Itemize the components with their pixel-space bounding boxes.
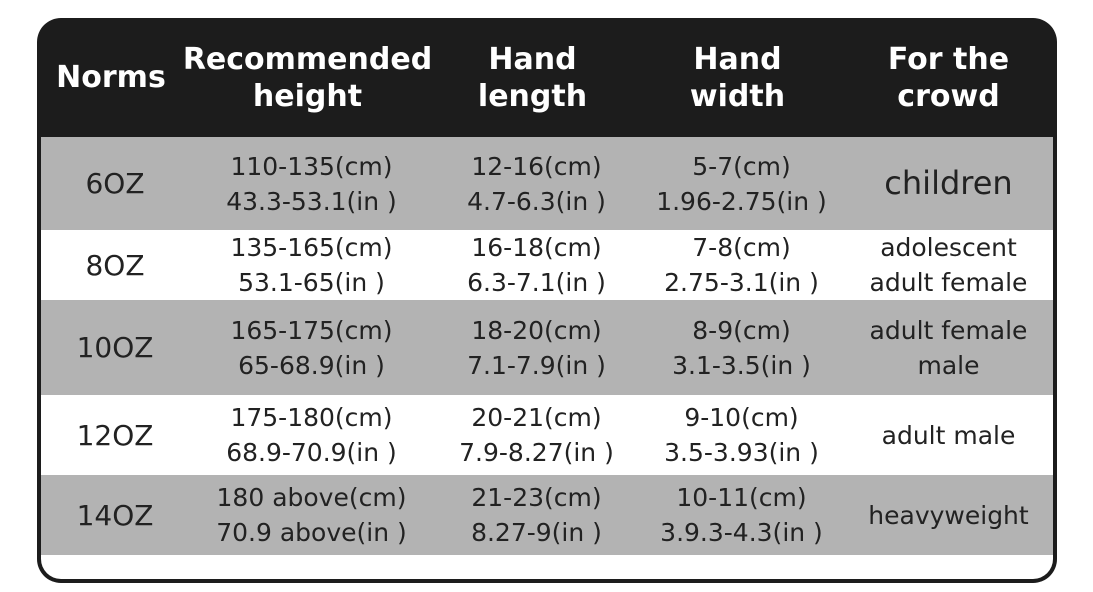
table-cell: 10-11(cm) 3.9.3-4.3(in ) xyxy=(639,475,844,555)
cell-line: height xyxy=(252,78,363,114)
cell-line: 68.9-70.9(in ) xyxy=(226,438,397,467)
table-body: 6OZ 110-135(cm) 43.3-53.1(in ) 12-16(cm) 4.7… xyxy=(41,137,1053,579)
header-cell: For the crowd xyxy=(840,18,1057,137)
table-cell: 8-9(cm) 3.1-3.5(in ) xyxy=(639,300,844,395)
cell-line: 1.96-2.75(in ) xyxy=(656,186,827,216)
table-cell: 9-10(cm) 3.5-3.93(in ) xyxy=(639,395,844,475)
cell-line: 6OZ xyxy=(85,167,145,200)
table-cell: 12-16(cm) 4.7-6.3(in ) xyxy=(434,137,639,230)
cell-line: Norms xyxy=(56,60,166,95)
table-cell: heavyweight xyxy=(844,475,1053,555)
cell-line: 3.5-3.93(in ) xyxy=(664,438,819,467)
cell-line: 8OZ xyxy=(85,248,145,282)
cell-line: adolescent xyxy=(880,233,1017,262)
table-cell: 165-175(cm) 65-68.9(in ) xyxy=(189,300,434,395)
table-header: Norms Recommended height Hand length Hand widt… xyxy=(37,18,1057,137)
cell-line: 165-175(cm) xyxy=(230,315,393,345)
cell-line: Recommended xyxy=(182,41,433,77)
cell-line: 180 above(cm) xyxy=(216,483,407,512)
cell-line: For the xyxy=(887,41,1010,77)
cell-line: 7-8(cm) xyxy=(692,233,791,262)
table-rows: 6OZ 110-135(cm) 43.3-53.1(in ) 12-16(cm) 4.7… xyxy=(41,137,1053,555)
cell-line: Hand xyxy=(488,41,577,77)
cell-line: length xyxy=(477,78,588,114)
cell-line: 18-20(cm) xyxy=(471,315,602,345)
table-cell: 10OZ xyxy=(41,300,189,395)
table-cell: adolescent adult female xyxy=(844,230,1053,300)
cell-line: 4.7-6.3(in ) xyxy=(467,186,606,216)
table-cell: 5-7(cm) 1.96-2.75(in ) xyxy=(639,137,844,230)
cell-line: width xyxy=(689,78,786,114)
cell-line: Hand xyxy=(693,41,782,77)
cell-line: 8.27-9(in ) xyxy=(471,518,602,547)
cell-line: 10OZ xyxy=(76,331,154,364)
table-cell: adult male xyxy=(844,395,1053,475)
cell-line: male xyxy=(917,350,980,380)
cell-line: 70.9 above(in ) xyxy=(216,518,407,547)
cell-line: adult female xyxy=(869,315,1028,345)
table-cell: 20-21(cm) 7.9-8.27(in ) xyxy=(434,395,639,475)
cell-line: 3.9.3-4.3(in ) xyxy=(660,518,823,547)
table-cell: 175-180(cm) 68.9-70.9(in ) xyxy=(189,395,434,475)
cell-line: 20-21(cm) xyxy=(471,403,602,432)
table-cell: 14OZ xyxy=(41,475,189,555)
cell-line: 3.1-3.5(in ) xyxy=(672,350,811,380)
cell-line: 7.9-8.27(in ) xyxy=(459,438,614,467)
cell-line: 12-16(cm) xyxy=(471,151,602,181)
cell-line: 53.1-65(in ) xyxy=(238,268,385,297)
cell-line: 43.3-53.1(in ) xyxy=(226,186,397,216)
table-cell: 180 above(cm) 70.9 above(in ) xyxy=(189,475,434,555)
table-cell: 16-18(cm) 6.3-7.1(in ) xyxy=(434,230,639,300)
cell-line: crowd xyxy=(897,78,1000,114)
cell-line: 175-180(cm) xyxy=(230,403,393,432)
cell-line: 10-11(cm) xyxy=(676,483,807,512)
cell-line: 12OZ xyxy=(76,418,154,452)
cell-line: adult female xyxy=(869,268,1028,297)
cell-line: 6.3-7.1(in ) xyxy=(467,268,606,297)
cell-line: 9-10(cm) xyxy=(684,403,799,432)
cell-line: children xyxy=(884,164,1013,202)
cell-line: 16-18(cm) xyxy=(471,233,602,262)
cell-line: 8-9(cm) xyxy=(692,315,791,345)
table-cell: 21-23(cm) 8.27-9(in ) xyxy=(434,475,639,555)
cell-line: 14OZ xyxy=(76,498,154,532)
table-cell: 18-20(cm) 7.1-7.9(in ) xyxy=(434,300,639,395)
header-cell: Norms xyxy=(37,18,185,137)
table-cell: children xyxy=(844,137,1053,230)
cell-line: heavyweight xyxy=(868,500,1029,530)
cell-line: 65-68.9(in ) xyxy=(238,350,385,380)
table-cell: 8OZ xyxy=(41,230,189,300)
cell-line: adult male xyxy=(881,420,1016,450)
table: Norms Recommended height Hand length Hand widt… xyxy=(37,18,1057,583)
header-cell: Hand length xyxy=(430,18,635,137)
cell-line: 110-135(cm) xyxy=(230,151,393,181)
table-cell: 110-135(cm) 43.3-53.1(in ) xyxy=(189,137,434,230)
table-cell: 135-165(cm) 53.1-65(in ) xyxy=(189,230,434,300)
cell-line: 21-23(cm) xyxy=(471,483,602,512)
table-cell: 12OZ xyxy=(41,395,189,475)
table-cell: 7-8(cm) 2.75-3.1(in ) xyxy=(639,230,844,300)
cell-line: 5-7(cm) xyxy=(692,151,791,181)
table-cell: adult female male xyxy=(844,300,1053,395)
cell-line: 7.1-7.9(in ) xyxy=(467,350,606,380)
header-cell: Hand width xyxy=(635,18,840,137)
header-cell: Recommended height xyxy=(182,18,433,137)
cell-line: 2.75-3.1(in ) xyxy=(664,268,819,297)
table-cell: 6OZ xyxy=(41,137,189,230)
cell-line: 135-165(cm) xyxy=(230,233,393,262)
